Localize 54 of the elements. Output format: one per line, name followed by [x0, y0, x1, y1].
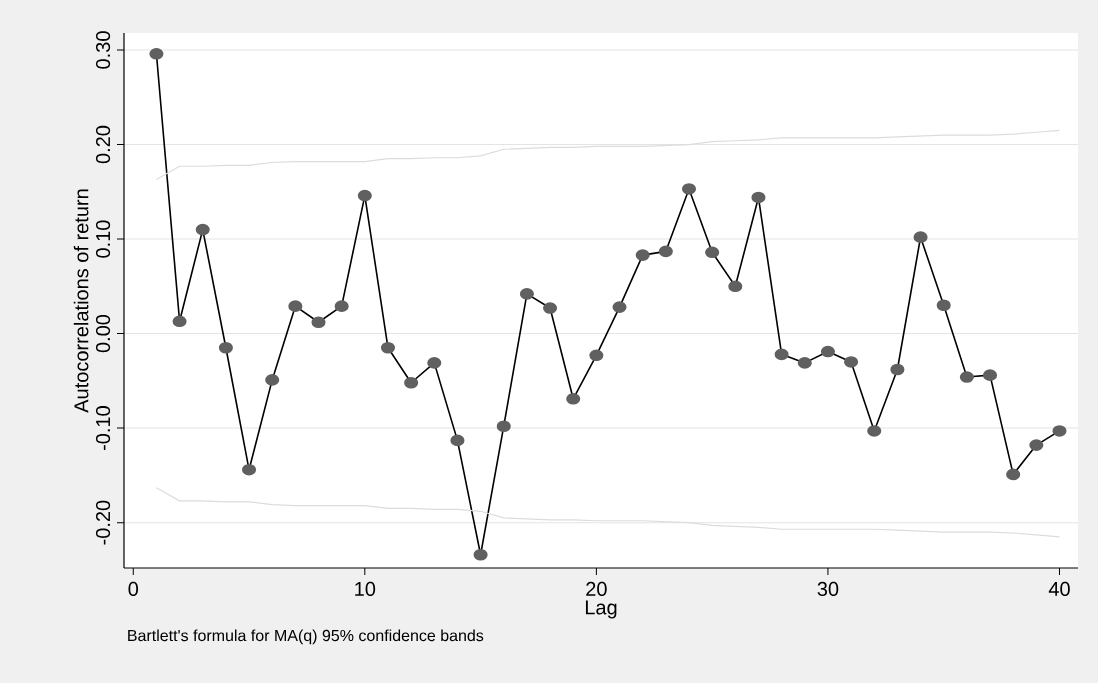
point: [496, 420, 511, 433]
point: [844, 356, 859, 368]
point: [1029, 439, 1044, 451]
point: [427, 357, 442, 369]
point: [982, 369, 998, 381]
x-tick-label: 10: [355, 581, 376, 597]
x-tick-label: 20: [586, 581, 607, 597]
point: [519, 288, 534, 300]
x-tick-label: 0: [128, 581, 139, 597]
y-tick-label: 0.00: [95, 314, 111, 353]
point: [635, 249, 650, 261]
point: [612, 301, 627, 313]
point: [543, 302, 558, 314]
point: [705, 246, 720, 259]
point: [1052, 425, 1067, 437]
point: [473, 548, 488, 561]
y-axis-title: Autocorrelations of return: [73, 189, 89, 413]
point: [172, 315, 187, 328]
x-tick-label: 30: [817, 581, 839, 597]
point: [797, 357, 812, 369]
y-tick-label: -0.20: [95, 500, 111, 545]
point: [728, 280, 743, 293]
point: [566, 393, 581, 405]
point: [658, 245, 673, 258]
point: [218, 341, 233, 354]
point: [450, 434, 465, 447]
point: [195, 223, 210, 236]
y-tick-label: 0.20: [95, 125, 111, 164]
point: [265, 374, 280, 386]
point: [936, 299, 951, 312]
point: [681, 183, 697, 195]
point: [774, 348, 789, 361]
point: [241, 463, 257, 476]
point: [288, 300, 303, 312]
x-axis-title: Lag: [585, 600, 617, 619]
point: [820, 345, 835, 358]
point: [380, 341, 396, 354]
y-tick-label: -0.10: [95, 406, 111, 450]
point: [867, 425, 882, 437]
point: [751, 191, 766, 204]
point: [404, 376, 419, 389]
x-tick-label: 40: [1048, 581, 1070, 597]
point: [890, 363, 905, 376]
point: [913, 231, 928, 243]
point: [311, 316, 326, 329]
text: Bartlett's formula for MA(q) 95% confidence bands: [128, 629, 484, 645]
point: [1006, 468, 1021, 481]
point: [589, 349, 604, 362]
y-tick-label: 0.10: [95, 220, 111, 258]
point: [959, 371, 974, 383]
point: [334, 300, 349, 312]
point: [149, 47, 164, 60]
point: [357, 189, 372, 202]
y-tick-label: 0.30: [95, 31, 111, 69]
